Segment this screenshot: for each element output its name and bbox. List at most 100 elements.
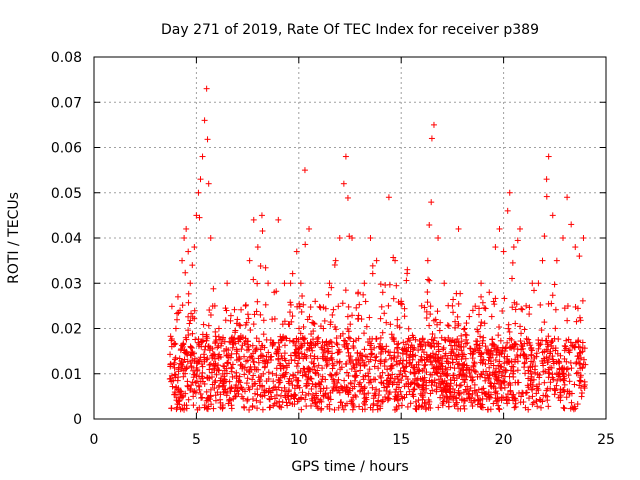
data-point [533, 398, 540, 405]
data-point [514, 379, 521, 386]
data-point [297, 330, 304, 337]
data-point [483, 390, 490, 397]
data-point [350, 344, 357, 351]
data-point [383, 319, 390, 326]
data-point [315, 396, 322, 403]
data-point [474, 338, 481, 345]
data-point [323, 338, 330, 345]
data-point [405, 325, 412, 332]
data-point [443, 372, 450, 379]
data-point [308, 375, 315, 382]
data-point [304, 376, 311, 383]
data-point [299, 342, 306, 349]
data-point [185, 313, 192, 320]
data-point [211, 379, 218, 386]
data-point [463, 320, 470, 327]
data-point [487, 406, 494, 413]
data-point [509, 370, 516, 377]
data-point [376, 387, 383, 394]
data-point [389, 371, 396, 378]
data-point [281, 318, 288, 325]
data-point-peak [435, 235, 442, 241]
data-point-peak [568, 221, 575, 228]
data-point [197, 390, 204, 397]
data-point [371, 344, 378, 351]
data-point [261, 387, 268, 394]
data-point [465, 391, 472, 398]
data-point [455, 351, 462, 358]
data-point [496, 368, 503, 375]
data-point [407, 344, 414, 351]
data-point [308, 359, 315, 366]
data-point [494, 377, 501, 384]
data-point [200, 321, 207, 328]
data-point [357, 367, 364, 374]
data-point [568, 390, 575, 397]
data-point [304, 365, 311, 372]
data-point [308, 344, 315, 351]
data-point [205, 375, 212, 382]
data-point [215, 342, 222, 349]
data-point [444, 370, 451, 377]
data-point [244, 375, 251, 382]
data-point [492, 389, 499, 396]
data-point [220, 362, 227, 369]
data-point-peak [234, 316, 241, 323]
data-point [209, 374, 216, 381]
data-point [377, 357, 384, 364]
data-point-peak [195, 189, 202, 196]
data-point [422, 361, 429, 368]
data-point-peak [529, 280, 536, 287]
data-point [480, 334, 487, 341]
data-point [261, 357, 268, 364]
data-point [427, 342, 434, 349]
data-point-peak [205, 180, 212, 187]
data-point [385, 302, 392, 309]
data-point [551, 391, 558, 398]
data-point [334, 379, 341, 386]
data-point [291, 349, 298, 356]
data-point [201, 346, 208, 353]
data-point [455, 389, 462, 396]
data-point [474, 392, 481, 399]
data-point [229, 361, 236, 368]
data-point [348, 398, 355, 405]
data-point [287, 301, 294, 308]
data-point [466, 313, 473, 320]
data-point-peak [246, 257, 253, 264]
data-point [333, 335, 340, 342]
data-point-peak [187, 280, 194, 287]
data-point [369, 350, 376, 357]
data-point [239, 342, 246, 349]
data-point [354, 350, 361, 357]
data-point [228, 405, 235, 412]
data-point [255, 366, 262, 373]
chart-title: Day 271 of 2019, Rate Of TEC Index for r… [161, 22, 539, 38]
data-point [345, 334, 352, 341]
data-point [197, 354, 204, 361]
data-point [335, 376, 342, 383]
data-point-peak [220, 334, 227, 341]
data-point [503, 367, 510, 374]
data-point [508, 358, 515, 365]
data-point [496, 324, 503, 331]
data-point [254, 386, 261, 393]
data-point [231, 388, 238, 395]
data-point [573, 370, 580, 377]
data-point [566, 378, 573, 385]
data-point [284, 402, 291, 409]
data-point [295, 382, 302, 389]
data-point [571, 381, 578, 388]
data-point [373, 353, 380, 360]
data-point-peak [207, 235, 214, 241]
data-point [185, 383, 192, 390]
data-point [557, 393, 564, 400]
data-point [419, 357, 426, 364]
data-point [498, 364, 505, 371]
data-point [566, 349, 573, 356]
data-point-peak [404, 266, 411, 273]
data-point [459, 362, 466, 369]
data-point [568, 399, 575, 406]
data-point [523, 355, 530, 362]
data-point [508, 344, 515, 351]
